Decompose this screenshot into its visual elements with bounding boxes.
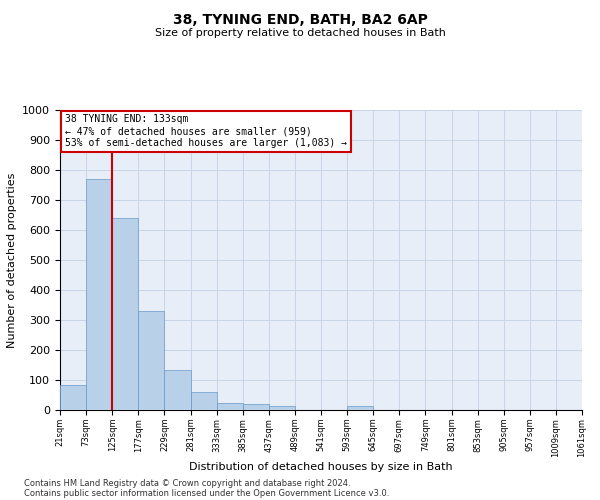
- Bar: [191, 392, 217, 410]
- Text: 38 TYNING END: 133sqm
← 47% of detached houses are smaller (959)
53% of semi-det: 38 TYNING END: 133sqm ← 47% of detached …: [65, 114, 347, 148]
- Bar: [269, 406, 295, 410]
- Text: Contains HM Land Registry data © Crown copyright and database right 2024.: Contains HM Land Registry data © Crown c…: [24, 478, 350, 488]
- Y-axis label: Number of detached properties: Number of detached properties: [7, 172, 17, 348]
- X-axis label: Distribution of detached houses by size in Bath: Distribution of detached houses by size …: [189, 462, 453, 472]
- Bar: [112, 218, 139, 410]
- Bar: [86, 179, 112, 410]
- Bar: [347, 406, 373, 410]
- Text: Contains public sector information licensed under the Open Government Licence v3: Contains public sector information licen…: [24, 488, 389, 498]
- Bar: [164, 370, 191, 410]
- Text: 38, TYNING END, BATH, BA2 6AP: 38, TYNING END, BATH, BA2 6AP: [173, 12, 427, 26]
- Text: Size of property relative to detached houses in Bath: Size of property relative to detached ho…: [155, 28, 445, 38]
- Bar: [139, 311, 164, 410]
- Bar: [217, 402, 243, 410]
- Bar: [243, 404, 269, 410]
- Bar: [60, 385, 86, 410]
